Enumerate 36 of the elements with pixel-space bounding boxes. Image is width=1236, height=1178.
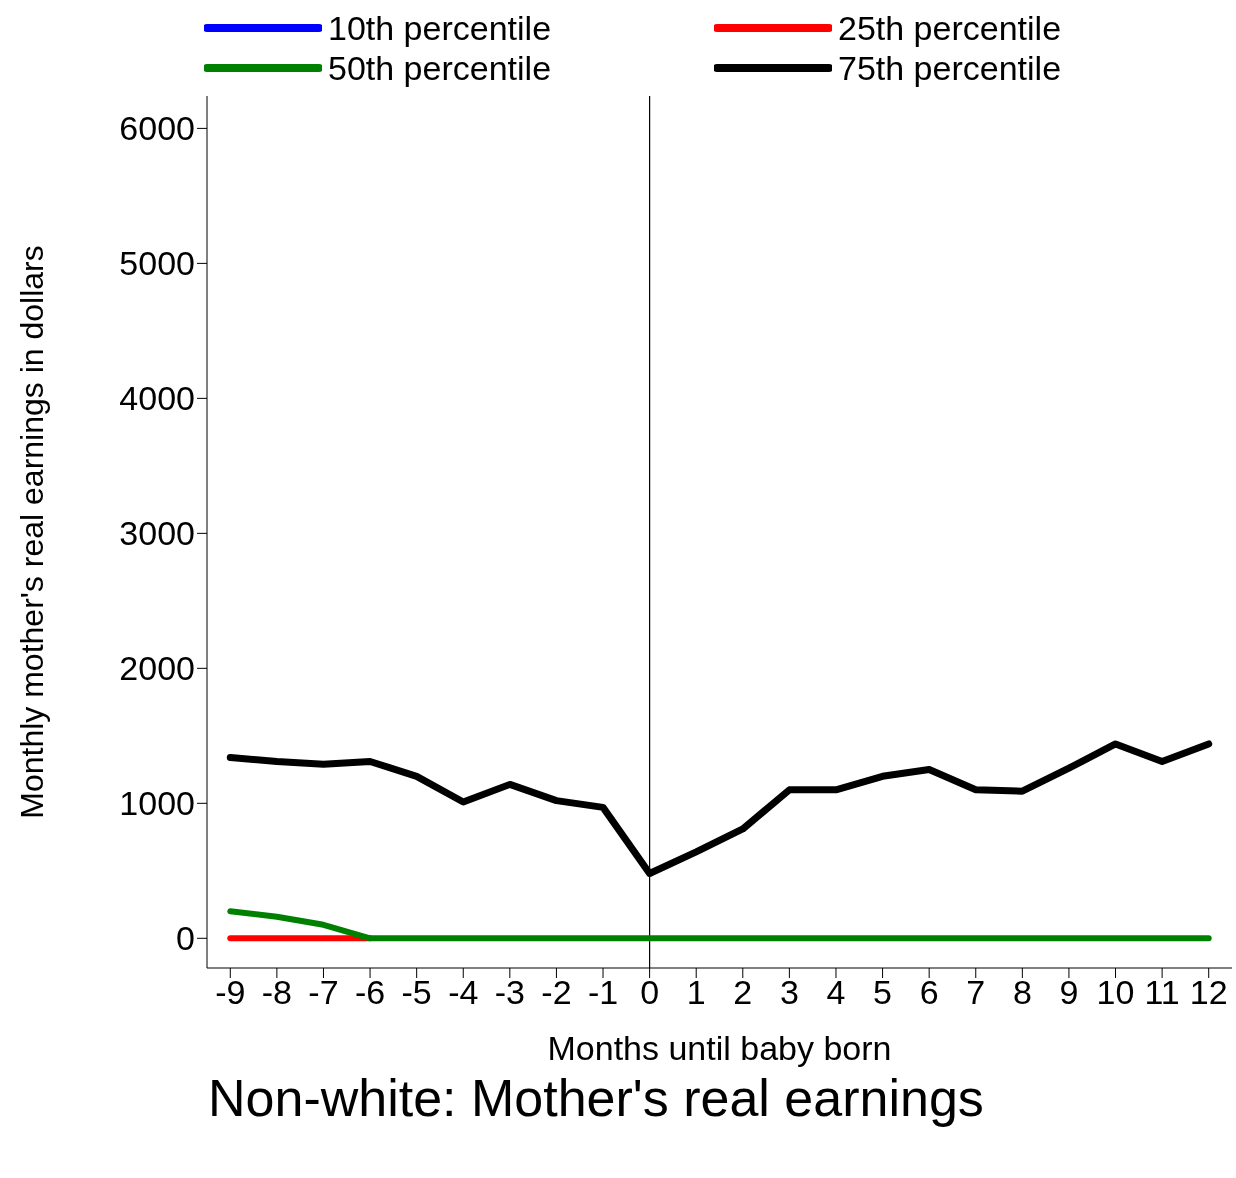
x-axis-title: Months until baby born [547,1029,892,1067]
x-tick-label: -7 [308,973,339,1012]
x-tick-label: -9 [215,973,246,1012]
text: Non-white: Mother's real earnings [208,1068,985,1128]
y-tick-label: 2000 [119,649,195,688]
x-tick-label: -3 [494,973,525,1012]
x-tick-label: -5 [401,973,432,1012]
x-tick-label: 0 [640,973,660,1012]
x-tick-label: 6 [919,973,939,1012]
y-tick-label: 4000 [119,379,195,418]
x-tick-label: 10 [1096,973,1135,1012]
legend-label: 10th percentile [328,8,552,48]
legend-label: 50th percentile [328,48,552,88]
y-tick-label: 3000 [119,514,195,553]
x-tick-label: 7 [966,973,986,1012]
x-tick-label: 4 [826,973,846,1012]
x-tick-label: 3 [779,973,799,1012]
x-tick-label: 2 [733,973,753,1012]
x-tick-label: 5 [873,973,893,1012]
y-axis-title: Monthly mother's real earnings in dollars [14,245,51,819]
x-tick-label: 8 [1012,973,1032,1012]
legend-label: 75th percentile [838,48,1062,88]
x-tick-label: 11 [1144,973,1180,1012]
x-tick-label: 9 [1059,973,1079,1012]
y-tick-label: 1000 [119,784,195,823]
x-tick-label: -6 [354,973,386,1012]
x-tick-label: -1 [587,973,619,1012]
x-tick-label: -8 [261,973,292,1012]
y-tick-label: 5000 [119,244,195,283]
legend-label: 25th percentile [838,8,1062,48]
y-tick-label: 0 [176,919,195,958]
x-tick-label: -2 [541,973,572,1012]
x-tick-label: 1 [686,973,706,1012]
x-tick-label: 12 [1189,973,1228,1012]
x-tick-label: -4 [448,973,479,1012]
y-tick-label: 6000 [119,109,195,148]
